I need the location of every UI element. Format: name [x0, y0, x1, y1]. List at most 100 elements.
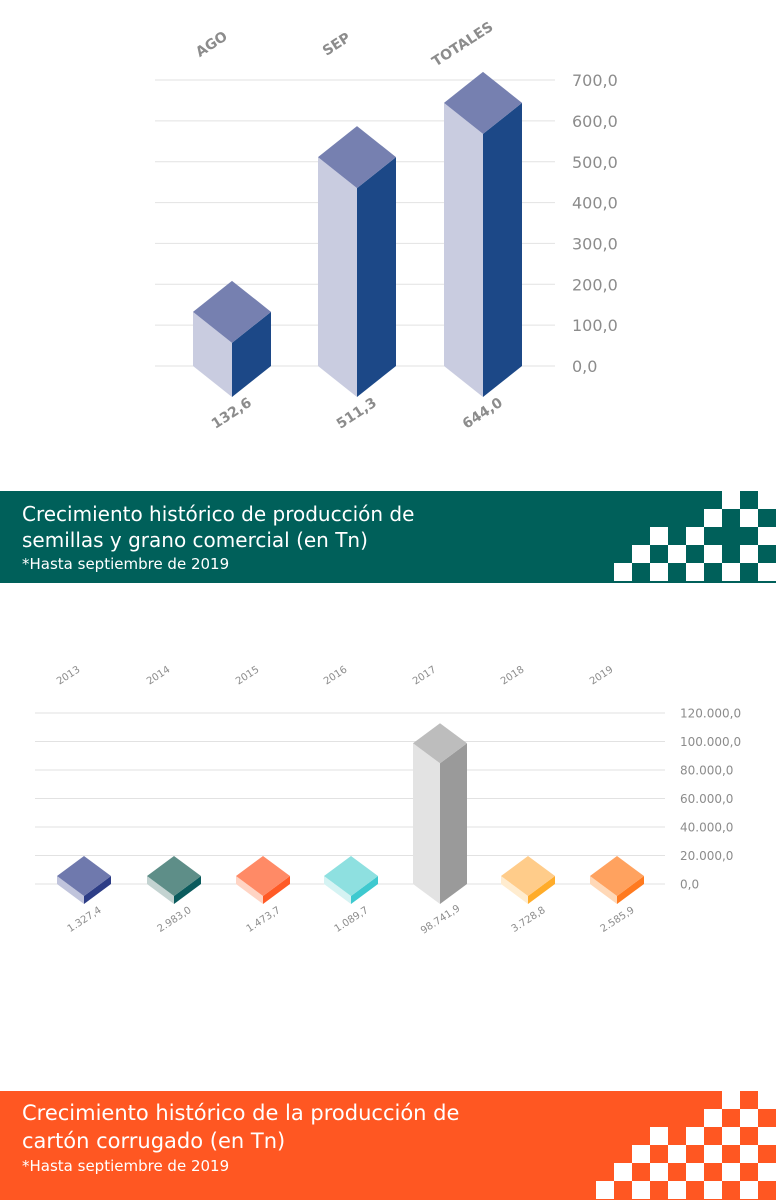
y-tick-label: 200,0 — [572, 275, 618, 294]
bar-top-face — [57, 856, 111, 896]
checker-square — [668, 1181, 686, 1199]
seed-production-title: Crecimiento histórico de producción de s… — [22, 502, 415, 552]
checker-square — [740, 509, 758, 527]
bar-top-face — [413, 723, 467, 764]
y-tick-label: 500,0 — [572, 153, 618, 172]
checker-square — [722, 1091, 740, 1109]
checker-square — [632, 545, 650, 563]
y-tick-label: 80.000,0 — [680, 764, 733, 778]
seed-production-banner: Crecimiento histórico de producción de s… — [0, 491, 776, 583]
checker-pattern-decoration — [596, 1091, 776, 1199]
checker-square — [632, 1145, 650, 1163]
checker-square — [758, 1127, 776, 1145]
bar-top-face — [318, 126, 396, 189]
checker-square — [632, 1181, 650, 1199]
checker-square — [722, 1127, 740, 1145]
bar-front-face — [193, 311, 232, 397]
bar-side-face — [528, 876, 555, 904]
bar-side-face — [357, 157, 396, 397]
checker-square — [686, 563, 704, 581]
x-category-label: SEP — [320, 30, 354, 60]
x-category-label: 2018 — [499, 664, 526, 687]
bar-value-label: 132,6 — [209, 395, 255, 433]
bar-top-face — [590, 856, 644, 896]
x-category-label: 2016 — [322, 664, 349, 687]
bar-2018 — [501, 856, 555, 904]
bar-value-label: 1.473,7 — [245, 905, 283, 935]
checker-square — [722, 563, 740, 581]
seed-production-subtitle: *Hasta septiembre de 2019 — [22, 555, 230, 573]
x-category-label: 2013 — [55, 664, 82, 687]
y-tick-label: 100.000,0 — [680, 735, 741, 749]
checker-square — [596, 1181, 614, 1199]
checker-square — [668, 545, 686, 563]
bar-front-face — [413, 743, 440, 904]
bar-front-face — [444, 102, 483, 397]
checker-square — [758, 491, 776, 509]
bar-value-label: 1.089,7 — [333, 905, 371, 935]
bar-front-face — [324, 876, 351, 904]
bar-top-face — [193, 280, 271, 343]
bar-front-face — [590, 876, 617, 904]
checker-square — [704, 1181, 722, 1199]
y-tick-label: 120.000,0 — [680, 707, 741, 721]
bar-side-face — [440, 743, 467, 904]
x-category-label: 2014 — [145, 664, 172, 687]
x-category-label: 2017 — [411, 664, 438, 687]
bar-front-face — [147, 876, 174, 904]
bar-front-face — [501, 876, 528, 904]
bar-top-face — [501, 856, 555, 896]
cardboard-production-subtitle: *Hasta septiembre de 2019 — [22, 1157, 230, 1175]
bar-2017 — [413, 723, 467, 904]
bar-value-label: 2.585,9 — [599, 905, 637, 935]
checker-square — [740, 1145, 758, 1163]
cardboard-production-title: Crecimiento histórico de la producción d… — [22, 1101, 460, 1153]
checker-square — [686, 527, 704, 545]
checker-square — [650, 527, 668, 545]
x-category-label: 2019 — [588, 664, 615, 687]
checker-square — [650, 1127, 668, 1145]
checker-square — [704, 1109, 722, 1127]
y-tick-label: 0,0 — [680, 878, 699, 892]
bar-2015 — [236, 856, 290, 904]
checker-square — [722, 1163, 740, 1181]
checker-square — [686, 1127, 704, 1145]
checker-pattern-decoration — [614, 491, 776, 581]
y-tick-label: 40.000,0 — [680, 821, 733, 835]
y-tick-label: 600,0 — [572, 112, 618, 131]
bar-side-face — [84, 876, 111, 904]
y-tick-label: 100,0 — [572, 316, 618, 335]
checker-square — [704, 545, 722, 563]
bar-side-face — [617, 876, 644, 904]
bar-value-label: 511,3 — [334, 395, 380, 433]
bar-top-face — [147, 856, 201, 896]
checker-square — [758, 527, 776, 545]
bar-2014 — [147, 856, 201, 904]
checker-square — [650, 563, 668, 581]
checker-square — [614, 1163, 632, 1181]
bar-value-label: 1.327,4 — [66, 905, 104, 935]
bar-2019 — [590, 856, 644, 904]
y-tick-label: 60.000,0 — [680, 792, 733, 806]
bar-front-face — [236, 876, 263, 904]
bar-2016 — [324, 856, 378, 904]
bar-value-label: 2.983,0 — [156, 905, 194, 935]
checker-square — [722, 491, 740, 509]
checker-square — [704, 1145, 722, 1163]
checker-square — [704, 509, 722, 527]
bar-side-face — [232, 311, 271, 397]
seed-production-chart: 0,0 100,0 200,0 300,0 400,0 500,0 600,0 700,0 AG… — [155, 19, 618, 433]
checker-square — [740, 1181, 758, 1199]
checker-square — [758, 563, 776, 581]
x-category-label: AGO — [193, 29, 231, 61]
bar-2013 — [57, 856, 111, 904]
checker-square — [740, 545, 758, 563]
bar-TOTALES — [444, 71, 522, 397]
cardboard-production-banner: Crecimiento histórico de la producción d… — [0, 1091, 776, 1200]
y-tick-label: 0,0 — [572, 357, 597, 376]
x-category-label: 2015 — [234, 664, 261, 687]
bar-top-face — [236, 856, 290, 896]
checker-square — [758, 1163, 776, 1181]
bar-side-face — [351, 876, 378, 904]
checker-square — [686, 1163, 704, 1181]
